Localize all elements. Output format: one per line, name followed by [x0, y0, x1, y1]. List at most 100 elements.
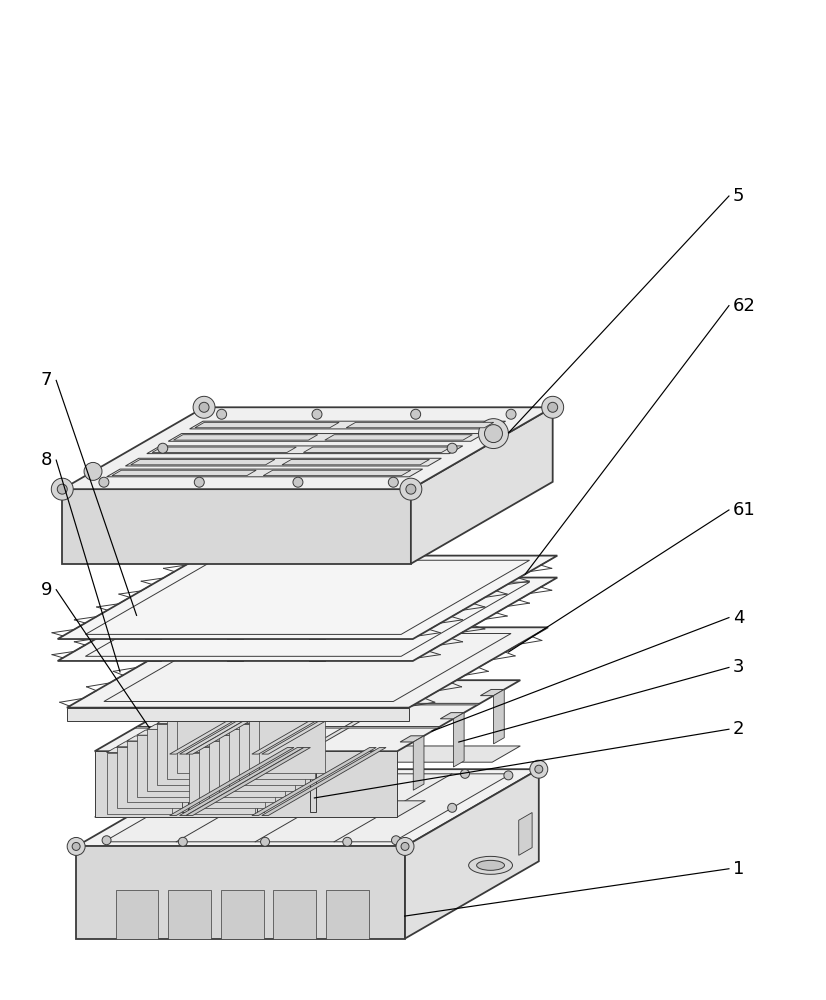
Polygon shape	[76, 769, 539, 846]
Polygon shape	[147, 724, 221, 729]
Polygon shape	[262, 686, 386, 754]
Polygon shape	[239, 719, 313, 724]
Polygon shape	[95, 751, 397, 817]
Polygon shape	[116, 742, 191, 747]
Circle shape	[296, 769, 305, 778]
Circle shape	[193, 396, 215, 418]
Polygon shape	[76, 846, 405, 939]
Polygon shape	[405, 769, 539, 939]
Circle shape	[478, 419, 509, 449]
Circle shape	[51, 478, 74, 500]
Text: 9: 9	[40, 581, 52, 599]
Polygon shape	[249, 713, 324, 718]
Polygon shape	[346, 422, 494, 428]
Circle shape	[206, 765, 214, 773]
Circle shape	[201, 760, 219, 778]
Polygon shape	[229, 724, 303, 729]
Text: 7: 7	[40, 371, 52, 389]
Text: 2: 2	[733, 720, 744, 738]
Ellipse shape	[468, 856, 512, 874]
Polygon shape	[67, 627, 548, 708]
Polygon shape	[62, 489, 411, 564]
Polygon shape	[189, 748, 263, 753]
Polygon shape	[58, 578, 558, 661]
Polygon shape	[169, 748, 294, 815]
Polygon shape	[85, 560, 529, 634]
Ellipse shape	[477, 860, 505, 870]
Polygon shape	[85, 582, 529, 656]
Circle shape	[406, 484, 415, 494]
Circle shape	[67, 837, 85, 855]
Circle shape	[216, 409, 226, 419]
Polygon shape	[173, 435, 318, 440]
Polygon shape	[209, 736, 283, 741]
Polygon shape	[400, 736, 424, 742]
Polygon shape	[189, 753, 254, 814]
Polygon shape	[116, 747, 183, 808]
Polygon shape	[195, 422, 339, 428]
Circle shape	[99, 477, 109, 487]
Polygon shape	[147, 729, 212, 791]
Polygon shape	[179, 686, 304, 754]
Polygon shape	[325, 435, 472, 440]
Circle shape	[293, 477, 303, 487]
Polygon shape	[221, 890, 263, 939]
Polygon shape	[62, 407, 553, 489]
Circle shape	[534, 765, 543, 773]
Circle shape	[72, 842, 80, 850]
Polygon shape	[136, 730, 211, 735]
Polygon shape	[182, 685, 295, 747]
Polygon shape	[135, 727, 440, 728]
Circle shape	[485, 425, 502, 443]
Circle shape	[178, 837, 188, 846]
Polygon shape	[494, 689, 504, 744]
Polygon shape	[169, 434, 484, 441]
Polygon shape	[519, 813, 532, 855]
Polygon shape	[310, 685, 424, 747]
Circle shape	[158, 443, 168, 453]
Polygon shape	[239, 724, 305, 785]
Polygon shape	[190, 421, 506, 429]
Polygon shape	[252, 748, 376, 815]
Polygon shape	[147, 446, 463, 454]
Polygon shape	[116, 890, 159, 939]
Polygon shape	[259, 712, 325, 773]
Polygon shape	[186, 748, 311, 815]
Circle shape	[447, 443, 457, 453]
Polygon shape	[169, 686, 294, 754]
Polygon shape	[326, 890, 369, 939]
Polygon shape	[58, 556, 558, 639]
Circle shape	[400, 478, 422, 500]
Polygon shape	[413, 736, 424, 790]
Polygon shape	[126, 741, 192, 802]
Polygon shape	[167, 718, 233, 779]
Polygon shape	[177, 712, 243, 773]
Polygon shape	[67, 708, 409, 721]
Circle shape	[506, 409, 516, 419]
Circle shape	[448, 803, 457, 812]
Circle shape	[411, 409, 420, 419]
Polygon shape	[310, 747, 316, 812]
Circle shape	[548, 402, 558, 412]
Polygon shape	[209, 741, 274, 802]
Circle shape	[84, 462, 102, 480]
Circle shape	[312, 409, 322, 419]
Polygon shape	[186, 686, 311, 754]
Polygon shape	[169, 890, 211, 939]
Text: 8: 8	[40, 451, 52, 469]
Polygon shape	[107, 753, 173, 814]
Polygon shape	[229, 729, 295, 791]
Polygon shape	[104, 633, 511, 701]
Polygon shape	[131, 459, 275, 465]
Circle shape	[194, 477, 204, 487]
Text: 5: 5	[733, 187, 744, 205]
Polygon shape	[126, 458, 441, 466]
Circle shape	[378, 769, 387, 778]
Polygon shape	[252, 686, 376, 754]
Polygon shape	[179, 748, 304, 815]
Circle shape	[215, 771, 223, 780]
Circle shape	[396, 837, 414, 855]
Circle shape	[260, 837, 269, 846]
Circle shape	[388, 477, 398, 487]
Circle shape	[159, 803, 167, 812]
